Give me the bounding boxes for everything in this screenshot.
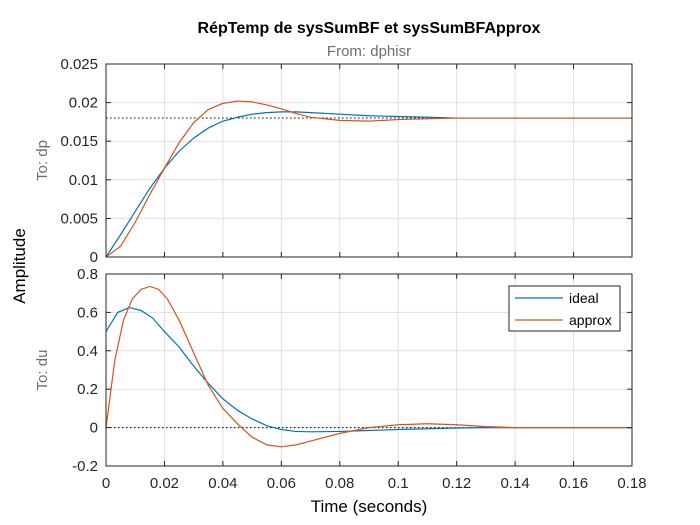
y-axis-label: Amplitude [10, 228, 29, 304]
y-tick-label: 0.4 [77, 343, 98, 360]
y-tick-label: -0.2 [72, 458, 98, 475]
x-tick-label: 0.02 [150, 475, 179, 492]
row-label: To: du [34, 350, 51, 391]
x-tick-label: 0.04 [208, 475, 237, 492]
y-tick-label: 0.025 [60, 56, 98, 73]
y-tick-label: 0.01 [69, 172, 98, 189]
x-tick-label: 0.14 [501, 475, 530, 492]
x-axis-label: Time (seconds) [311, 497, 428, 516]
y-tick-label: 0.02 [69, 95, 98, 112]
y-tick-label: 0 [90, 420, 98, 437]
x-tick-label: 0.1 [388, 475, 409, 492]
legend: ideal approx [508, 285, 621, 332]
x-tick-label: 0 [102, 475, 110, 492]
x-tick-label: 0.18 [617, 475, 646, 492]
axes-frame [105, 63, 633, 258]
y-tick-label: 0.8 [77, 266, 98, 283]
series-line-ideal [105, 306, 632, 433]
axes-frame [105, 273, 633, 467]
y-tick-label: 0.6 [77, 304, 98, 321]
y-tick-label: 0.005 [60, 210, 98, 227]
panel-to-dp: 0 0.005 0.01 0.015 0.02 0.025 To: dp [34, 56, 633, 266]
x-tick-label: 0.08 [325, 475, 354, 492]
x-tick-label: 0.06 [267, 475, 296, 492]
legend-box [508, 285, 621, 332]
x-tick-label: 0.12 [442, 475, 471, 492]
figure-title: RépTemp de sysSumBF et sysSumBFApprox [198, 20, 541, 37]
y-tick-label: 0.015 [60, 133, 98, 150]
axes-background [106, 64, 632, 257]
legend-label-approx: approx [569, 312, 612, 328]
series-line-approx [105, 100, 632, 258]
legend-label-ideal: ideal [569, 290, 599, 306]
row-label: To: dp [34, 140, 51, 181]
series-line-approx [105, 285, 632, 448]
y-tick-label: 0 [90, 249, 98, 266]
x-tick-label: 0.16 [559, 475, 588, 492]
y-tick-label: 0.2 [77, 381, 98, 398]
figure-subtitle: From: dphisr [327, 43, 411, 60]
